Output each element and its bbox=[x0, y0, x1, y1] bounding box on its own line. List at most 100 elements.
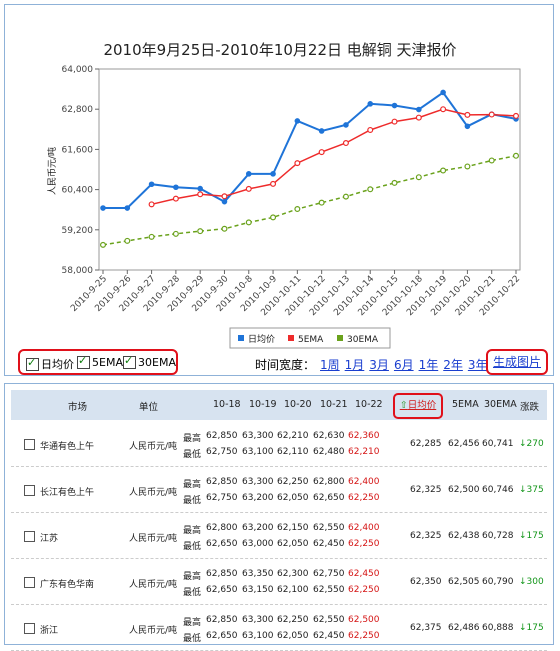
row-high-value: 62,550 bbox=[313, 615, 345, 625]
row-market: 浙江 bbox=[40, 626, 59, 636]
row-low-value: 62,050 bbox=[277, 631, 309, 641]
checkbox-30ema[interactable]: 30EMA bbox=[123, 354, 176, 369]
data-point bbox=[173, 184, 179, 191]
row-low-value: 62,050 bbox=[277, 493, 309, 503]
checkbox-avg[interactable]: 日均价 bbox=[26, 356, 74, 372]
y-axis-label: 人民币元/吨 bbox=[46, 147, 58, 195]
row-high-value: 62,150 bbox=[277, 523, 309, 533]
time-link-6m[interactable]: 6月 bbox=[393, 358, 414, 372]
row-high-value: 62,250 bbox=[277, 615, 309, 625]
checkbox-30ema-box[interactable] bbox=[123, 354, 136, 369]
header-unit: 单位 bbox=[139, 402, 159, 413]
table-row: 华通有色上午 人民币元/吨 最高 最低 62,850 62,750 63,300 63,100… bbox=[11, 422, 547, 467]
y-tick-label: 61,600 bbox=[62, 145, 94, 155]
row-high-value: 63,350 bbox=[242, 569, 274, 579]
row-high-value: 62,800 bbox=[206, 523, 238, 533]
checkbox-5ema-label: 5EMA bbox=[92, 356, 123, 369]
row-high-value: 62,300 bbox=[277, 569, 309, 579]
data-point bbox=[367, 101, 374, 107]
row-checkbox[interactable] bbox=[24, 439, 35, 450]
row-low-value: 62,650 bbox=[206, 585, 238, 595]
series-line-avg bbox=[103, 91, 517, 209]
generate-image-label: 生成图片 bbox=[492, 355, 541, 369]
header-avg: 日均价 bbox=[407, 400, 437, 411]
header-date-1: 10-18 bbox=[213, 399, 241, 410]
data-point bbox=[391, 179, 398, 186]
time-link-1y[interactable]: 1年 bbox=[418, 358, 439, 372]
data-point bbox=[294, 206, 301, 213]
time-range-label: 时间宽度： bbox=[255, 358, 316, 372]
time-link-3y[interactable]: 3年 bbox=[467, 358, 488, 372]
data-point bbox=[197, 185, 203, 192]
header-5ema: 5EMA bbox=[452, 399, 479, 410]
data-point bbox=[464, 123, 471, 130]
row-checkbox[interactable] bbox=[24, 485, 35, 496]
row-market: 江苏 bbox=[40, 534, 59, 544]
checkbox-5ema-box[interactable] bbox=[77, 354, 90, 369]
checkbox-5ema[interactable]: 5EMA bbox=[77, 354, 123, 369]
row-unit: 人民币元/吨 bbox=[129, 534, 178, 544]
row-high-label: 最高 bbox=[183, 434, 202, 444]
data-point bbox=[270, 171, 276, 177]
data-point bbox=[294, 160, 301, 167]
data-point bbox=[124, 237, 131, 244]
data-point bbox=[318, 149, 325, 156]
row-high-value: 62,850 bbox=[206, 569, 238, 579]
row-market: 华通有色上午 bbox=[40, 442, 95, 452]
time-link-3m[interactable]: 3月 bbox=[369, 358, 389, 372]
y-tick-label: 62,800 bbox=[62, 105, 94, 115]
header-avg-sort[interactable]: ⇧日均价 bbox=[393, 393, 443, 419]
header-30ema: 30EMA bbox=[484, 399, 517, 410]
chart-panel: 2010年9月25日-2010年10月22日 电解铜 天津报价 64,000 62… bbox=[4, 4, 554, 376]
row-high-value: 62,450 bbox=[348, 569, 380, 579]
checkbox-30ema-label: 30EMA bbox=[138, 356, 176, 369]
row-low-value: 62,650 bbox=[206, 631, 238, 641]
table-row: 广东有色华南 人民币元/吨 最高 最低 62,850 62,650 63,350 63,150… bbox=[11, 560, 547, 605]
row-high-value: 62,250 bbox=[277, 477, 309, 487]
row-5ema: 62,456 bbox=[448, 439, 480, 449]
row-5ema: 62,486 bbox=[448, 623, 480, 633]
data-point bbox=[440, 167, 447, 174]
data-point bbox=[99, 241, 106, 248]
row-30ema: 60,746 bbox=[482, 485, 514, 495]
row-low-label: 最低 bbox=[183, 542, 202, 552]
row-change: ↓375 bbox=[519, 485, 544, 495]
data-point bbox=[318, 128, 325, 134]
row-unit: 人民币元/吨 bbox=[129, 580, 178, 590]
time-link-1w[interactable]: 1周 bbox=[320, 358, 340, 372]
row-high-value: 63,300 bbox=[242, 431, 274, 441]
legend-swatch bbox=[288, 335, 294, 341]
row-low-value: 63,200 bbox=[242, 493, 274, 503]
row-high-value: 62,400 bbox=[348, 477, 380, 487]
row-high-label: 最高 bbox=[183, 572, 202, 582]
row-5ema: 62,500 bbox=[448, 485, 480, 495]
time-range: 时间宽度： 1周 1月 3月 6月 1年 2年 3年 bbox=[255, 356, 488, 373]
data-point bbox=[342, 193, 349, 200]
row-checkbox[interactable] bbox=[24, 531, 35, 542]
header-date-5: 10-22 bbox=[355, 399, 383, 410]
row-checkbox[interactable] bbox=[24, 577, 35, 588]
plot-area bbox=[98, 68, 521, 271]
generate-image-button[interactable]: 生成图片 bbox=[486, 349, 548, 375]
y-tick-label: 58,000 bbox=[62, 266, 94, 276]
row-high-value: 62,630 bbox=[313, 431, 345, 441]
row-high-value: 62,550 bbox=[313, 523, 345, 533]
table-row: 江苏 人民币元/吨 最高 最低 62,800 62,650 63,200 63,000 62,1… bbox=[11, 514, 547, 559]
data-point bbox=[197, 191, 204, 198]
row-checkbox[interactable] bbox=[24, 623, 35, 634]
data-point bbox=[391, 102, 398, 109]
checkbox-avg-box[interactable] bbox=[26, 356, 39, 371]
data-point bbox=[367, 186, 374, 193]
data-point bbox=[172, 195, 179, 202]
legend-box bbox=[229, 327, 391, 349]
data-point bbox=[270, 214, 277, 221]
row-low-value: 62,650 bbox=[206, 539, 238, 549]
time-link-1m[interactable]: 1月 bbox=[344, 358, 365, 372]
data-point bbox=[100, 205, 106, 211]
data-point bbox=[415, 174, 422, 181]
row-divider bbox=[11, 512, 547, 513]
data-point bbox=[488, 111, 495, 118]
row-unit: 人民币元/吨 bbox=[129, 488, 178, 498]
time-link-2y[interactable]: 2年 bbox=[443, 358, 463, 372]
data-point bbox=[342, 140, 349, 147]
